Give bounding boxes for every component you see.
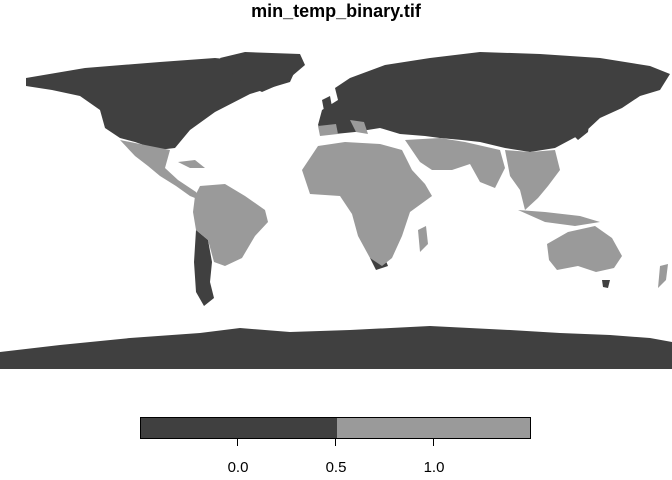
region-south-america	[193, 184, 268, 266]
region-greenland	[220, 52, 305, 92]
region-mediterranean	[318, 124, 338, 136]
region-italy-greece	[350, 120, 368, 134]
region-indonesia	[518, 210, 600, 226]
region-madagascar	[418, 226, 428, 252]
region-australia	[547, 226, 622, 272]
region-tasmania	[602, 280, 610, 288]
region-central-america	[120, 140, 200, 200]
region-southeast-asia	[505, 150, 560, 210]
legend-segment-1	[337, 418, 530, 438]
legend-segment-0	[141, 418, 337, 438]
legend-tick-label-0: 0.0	[227, 459, 249, 476]
region-eurasia	[318, 52, 670, 152]
region-andes-south	[194, 230, 214, 306]
legend-tick-2	[433, 439, 434, 446]
legend-tick-label-1: 0.5	[325, 459, 347, 476]
legend-tick-label-2: 1.0	[423, 459, 445, 476]
region-caribbean	[178, 160, 205, 168]
region-new-zealand	[658, 264, 668, 288]
plot-title: min_temp_binary.tif	[251, 1, 421, 21]
region-south-asia	[405, 138, 505, 188]
region-antarctica	[0, 326, 672, 369]
region-north-america	[26, 58, 300, 150]
region-africa	[302, 142, 432, 266]
legend-tick-0	[237, 439, 238, 446]
legend-tick-1	[335, 439, 336, 446]
region-japan	[574, 116, 590, 140]
legend-colorbar	[140, 417, 531, 439]
region-uk	[322, 96, 333, 116]
